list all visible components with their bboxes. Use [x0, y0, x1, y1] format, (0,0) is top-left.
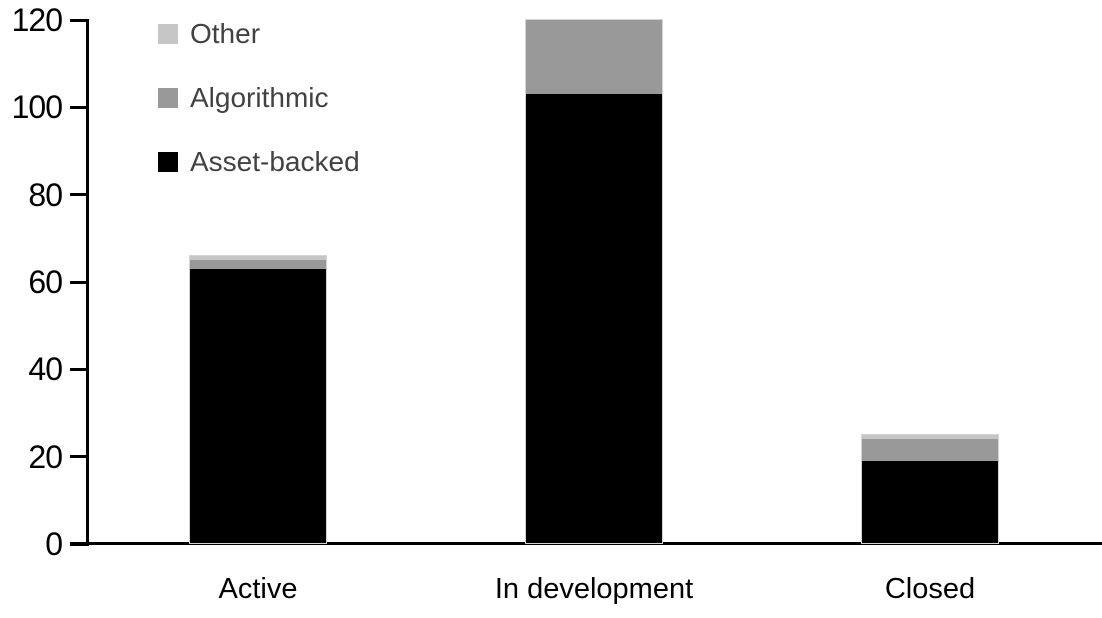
y-tick-label: 40	[28, 351, 63, 388]
y-tick-mark	[70, 455, 88, 459]
legend-label: Algorithmic	[190, 82, 329, 113]
y-tick-mark	[70, 367, 88, 371]
legend-entry-algorithmic: Algorithmic	[158, 82, 360, 113]
segment-algorithmic	[862, 439, 998, 461]
segment-asset-backed	[862, 460, 998, 543]
legend: Other Algorithmic Asset-backed	[158, 18, 360, 214]
legend-label: Asset-backed	[190, 146, 360, 177]
y-tick-label: 100	[11, 89, 63, 126]
y-tick-mark	[70, 18, 88, 22]
bar-closed	[861, 433, 999, 544]
legend-swatch-icon	[158, 152, 178, 172]
y-tick-mark	[70, 193, 88, 197]
segment-other	[190, 255, 326, 261]
x-axis-line	[70, 542, 1102, 545]
y-tick-mark	[70, 105, 88, 109]
y-tick-label: 120	[11, 2, 63, 38]
bar-active	[189, 254, 327, 544]
x-axis-label-in-development: In development	[494, 573, 694, 605]
segment-asset-backed	[526, 94, 662, 543]
y-tick-mark	[70, 542, 88, 546]
y-tick-mark	[70, 280, 88, 284]
legend-entry-asset-backed: Asset-backed	[158, 146, 360, 177]
segment-other	[862, 434, 998, 440]
y-tick-label: 80	[28, 176, 63, 213]
legend-swatch-icon	[158, 24, 178, 44]
legend-entry-other: Other	[158, 18, 360, 49]
x-axis-label-closed: Closed	[884, 573, 976, 605]
y-tick-label: 0	[45, 526, 63, 562]
bar-in-development	[525, 19, 663, 544]
y-tick-label: 60	[28, 264, 63, 300]
x-axis-label-active: Active	[218, 573, 298, 605]
legend-swatch-icon	[158, 88, 178, 108]
y-tick-label: 20	[28, 438, 63, 475]
legend-label: Other	[190, 18, 261, 49]
segment-algorithmic	[526, 20, 662, 95]
segment-algorithmic	[190, 260, 326, 269]
segment-asset-backed	[190, 268, 326, 543]
